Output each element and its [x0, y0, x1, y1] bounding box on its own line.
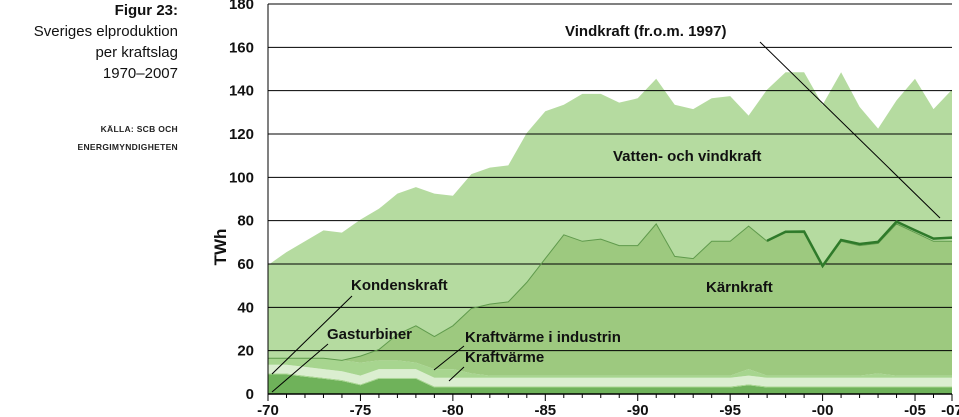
y-tick-label: 140: [229, 83, 254, 100]
annotation-vatten-och-vindkraft: Vatten- och vindkraft: [613, 148, 761, 165]
leader-line-kondenskraft: [271, 295, 353, 375]
annotation-kraftvärme-i-industrin: Kraftvärme i industrin: [465, 329, 621, 346]
subtitle-line-2: per kraftslag: [95, 44, 178, 61]
wind-line: [766, 220, 953, 269]
x-tick-label: -80: [442, 402, 464, 417]
y-tick-label: 160: [229, 39, 254, 56]
annotation-kraftvärme: Kraftvärme: [465, 349, 544, 366]
x-tick-label: -90: [627, 402, 649, 417]
x-tick-label: -75: [350, 402, 372, 417]
subtitle-line-1: Sveriges elproduktion: [33, 23, 178, 40]
x-tick-label: -95: [719, 402, 741, 417]
area-kraftvärme-i-industrin: [268, 364, 952, 387]
area-kondenskraft: [268, 358, 952, 378]
figure-label: Figur 23:: [114, 2, 178, 19]
x-tick-label: -70: [257, 402, 279, 417]
leader-line-vindkraft-fr-o-m-1997: [759, 41, 941, 219]
source-line-1: KÄLLA: SCB OCH: [100, 124, 178, 134]
area-kraftvärme: [268, 374, 952, 394]
gridlines: [268, 3, 952, 352]
annotation-vindkraft-fr-o-m-1997: Vindkraft (fr.o.m. 1997): [565, 23, 726, 40]
tick-labels: 0 20 40 60 80 100 120 140 160 180 -70 -75 -80 -85 -90 -…: [211, 0, 959, 417]
y-tick-label: 180: [229, 0, 254, 13]
y-tick-label: 0: [246, 386, 254, 403]
y-tick-label: 120: [229, 126, 254, 143]
x-tick-label: -00: [812, 402, 834, 417]
y-axis-title: TWh: [211, 229, 230, 266]
y-tick-label: 100: [229, 169, 254, 186]
figure-subtitle: Sveriges elproduktion per kraftslag 1970…: [0, 21, 178, 84]
y-tick-label: 20: [237, 343, 254, 360]
annotation-kondenskraft: Kondenskraft: [351, 277, 448, 294]
source-line-2: ENERGIMYNDIGHETEN: [77, 142, 178, 152]
area-vatten-och-vindkraft: [268, 72, 952, 361]
wind-series-line: [268, 220, 953, 361]
y-tick-label: 80: [237, 213, 254, 230]
y-tick-label: 40: [237, 299, 254, 316]
annotation-kärnkraft: Kärnkraft: [706, 279, 773, 296]
leader-line-kraftvärme-i-industrin: [433, 345, 465, 371]
subtitle-line-3: 1970–2007: [102, 65, 178, 82]
figure-caption: Figur 23: Sveriges elproduktion per kraf…: [0, 0, 180, 417]
x-tick-label: -07: [941, 402, 959, 417]
x-tick-label: -85: [534, 402, 556, 417]
annotation-gasturbiner: Gasturbiner: [327, 326, 412, 343]
annotations: Vindkraft (fr.o.m. 1997) Vatten- och vind…: [271, 23, 941, 393]
x-tick-label: -05: [904, 402, 926, 417]
axes: [267, 4, 953, 401]
leader-line-gasturbiner: [271, 343, 329, 393]
source-note: KÄLLA: SCB OCH ENERGIMYNDIGHETEN: [0, 120, 178, 156]
y-tick-label: 60: [237, 256, 254, 273]
stacked-areas: [268, 72, 952, 394]
leader-line-kraftvärme: [448, 366, 465, 382]
area-kärnkraft: [268, 223, 952, 376]
